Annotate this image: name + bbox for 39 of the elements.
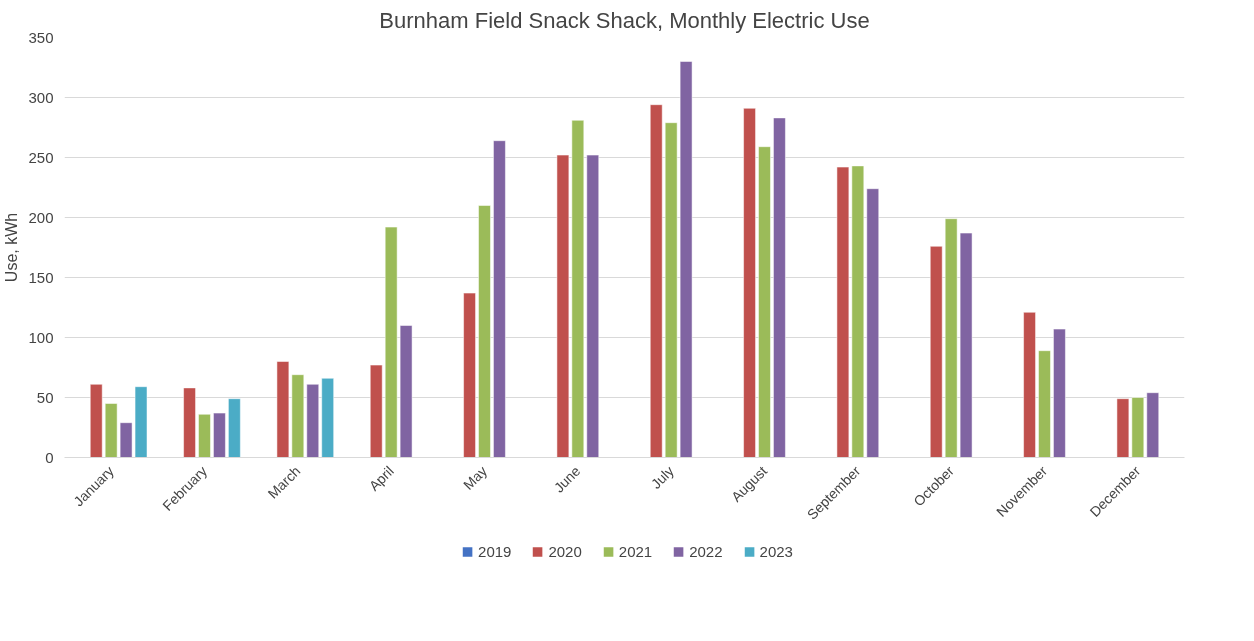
legend-label: 2019 xyxy=(478,542,512,560)
bar xyxy=(586,154,599,458)
bar xyxy=(930,246,943,458)
x-tick-label: May xyxy=(460,462,491,493)
bar xyxy=(213,412,226,458)
bar xyxy=(1038,350,1051,458)
y-tick-label: 350 xyxy=(28,28,54,46)
bar xyxy=(758,146,771,458)
bar xyxy=(1023,312,1036,458)
y-axis-title: Use, kWh xyxy=(3,212,21,283)
y-tick-label: 300 xyxy=(28,88,54,106)
chart-title: Burnham Field Snack Shack, Monthly Electric Use xyxy=(379,7,870,33)
legend-label: 2021 xyxy=(618,542,653,560)
bar xyxy=(463,292,476,458)
y-tick-label: 100 xyxy=(28,328,54,346)
y-tick-label: 50 xyxy=(36,388,54,406)
legend-label: 2020 xyxy=(548,542,582,560)
bar xyxy=(1053,328,1066,458)
y-tick-label: 0 xyxy=(45,448,54,466)
bar xyxy=(183,387,196,458)
bar xyxy=(90,384,103,458)
bar xyxy=(321,378,334,458)
legend-label: 2023 xyxy=(759,542,793,560)
x-tick-label: July xyxy=(647,462,677,492)
bar xyxy=(773,117,786,458)
bar xyxy=(743,108,756,458)
y-tick-label: 200 xyxy=(28,208,54,226)
y-tick-label: 250 xyxy=(28,148,54,166)
bar xyxy=(370,364,383,458)
bar xyxy=(478,205,491,458)
bar xyxy=(650,104,663,458)
bar xyxy=(866,188,879,458)
legend-label: 2022 xyxy=(689,542,723,560)
y-tick-label: 150 xyxy=(28,268,54,286)
bar xyxy=(1146,392,1159,458)
bar xyxy=(306,384,319,458)
bar xyxy=(228,398,241,458)
bar xyxy=(493,140,506,458)
bar xyxy=(198,414,211,458)
